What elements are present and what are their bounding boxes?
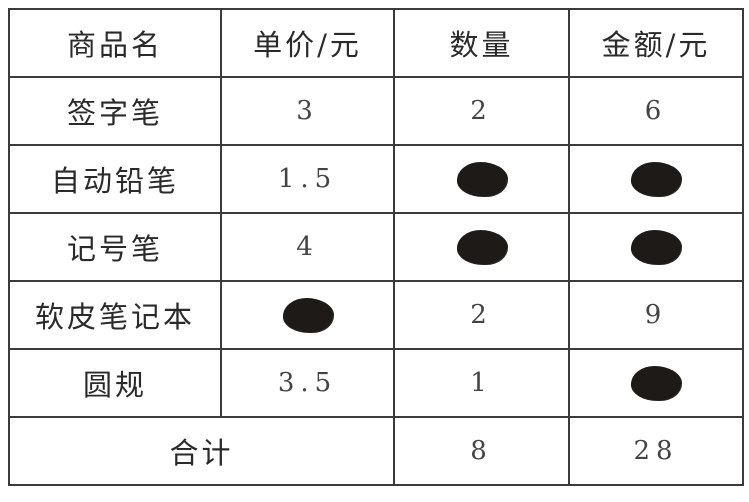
name-cell: 自动铅笔 [8,144,222,214]
amount-cell: 9 [568,280,744,350]
ink-blot [456,230,507,264]
name-cell: 软皮笔记本 [8,280,222,350]
ink-blot [631,162,681,196]
ink-blot [456,162,507,196]
total-label: 合计 [8,416,395,486]
header-cell: 数量 [393,8,570,78]
qty-cell: 1 [393,348,570,418]
name-cell: 签字笔 [8,76,222,146]
table-row: 签字笔 3 2 6 [8,76,744,146]
amount-cell [568,212,744,282]
name-cell: 圆规 [8,348,222,418]
name-cell: 记号笔 [8,212,222,282]
qty-cell [393,212,570,282]
table-row: 圆规 3.5 1 [8,348,744,418]
ink-blot [282,298,333,332]
price-cell: 3.5 [220,348,395,418]
qty-cell: 2 [393,76,570,146]
table-row: 自动铅笔 1.5 [8,144,744,214]
amount-cell: 6 [568,76,744,146]
table-row: 软皮笔记本 2 9 [8,280,744,350]
amount-cell [568,144,744,214]
header-cell: 商品名 [8,8,222,78]
price-cell: 3 [220,76,395,146]
price-cell: 1.5 [220,144,395,214]
price-cell [220,280,395,350]
header-cell: 金额/元 [568,8,744,78]
total-row: 合计 8 28 [8,416,744,486]
ink-blot [631,230,681,264]
table-row: 记号笔 4 [8,212,744,282]
qty-cell: 2 [393,280,570,350]
price-cell: 4 [220,212,395,282]
total-qty: 8 [393,416,570,486]
qty-cell [393,144,570,214]
header-cell: 单价/元 [220,8,395,78]
purchase-table: 商品名 单价/元 数量 金额/元 签字笔 3 2 6 自动铅笔 1.5 记号笔 4 软皮笔记本 2… [8,8,744,486]
total-amount: 28 [568,416,744,486]
header-row: 商品名 单价/元 数量 金额/元 [8,8,744,78]
amount-cell [568,348,744,418]
ink-blot [631,366,681,400]
